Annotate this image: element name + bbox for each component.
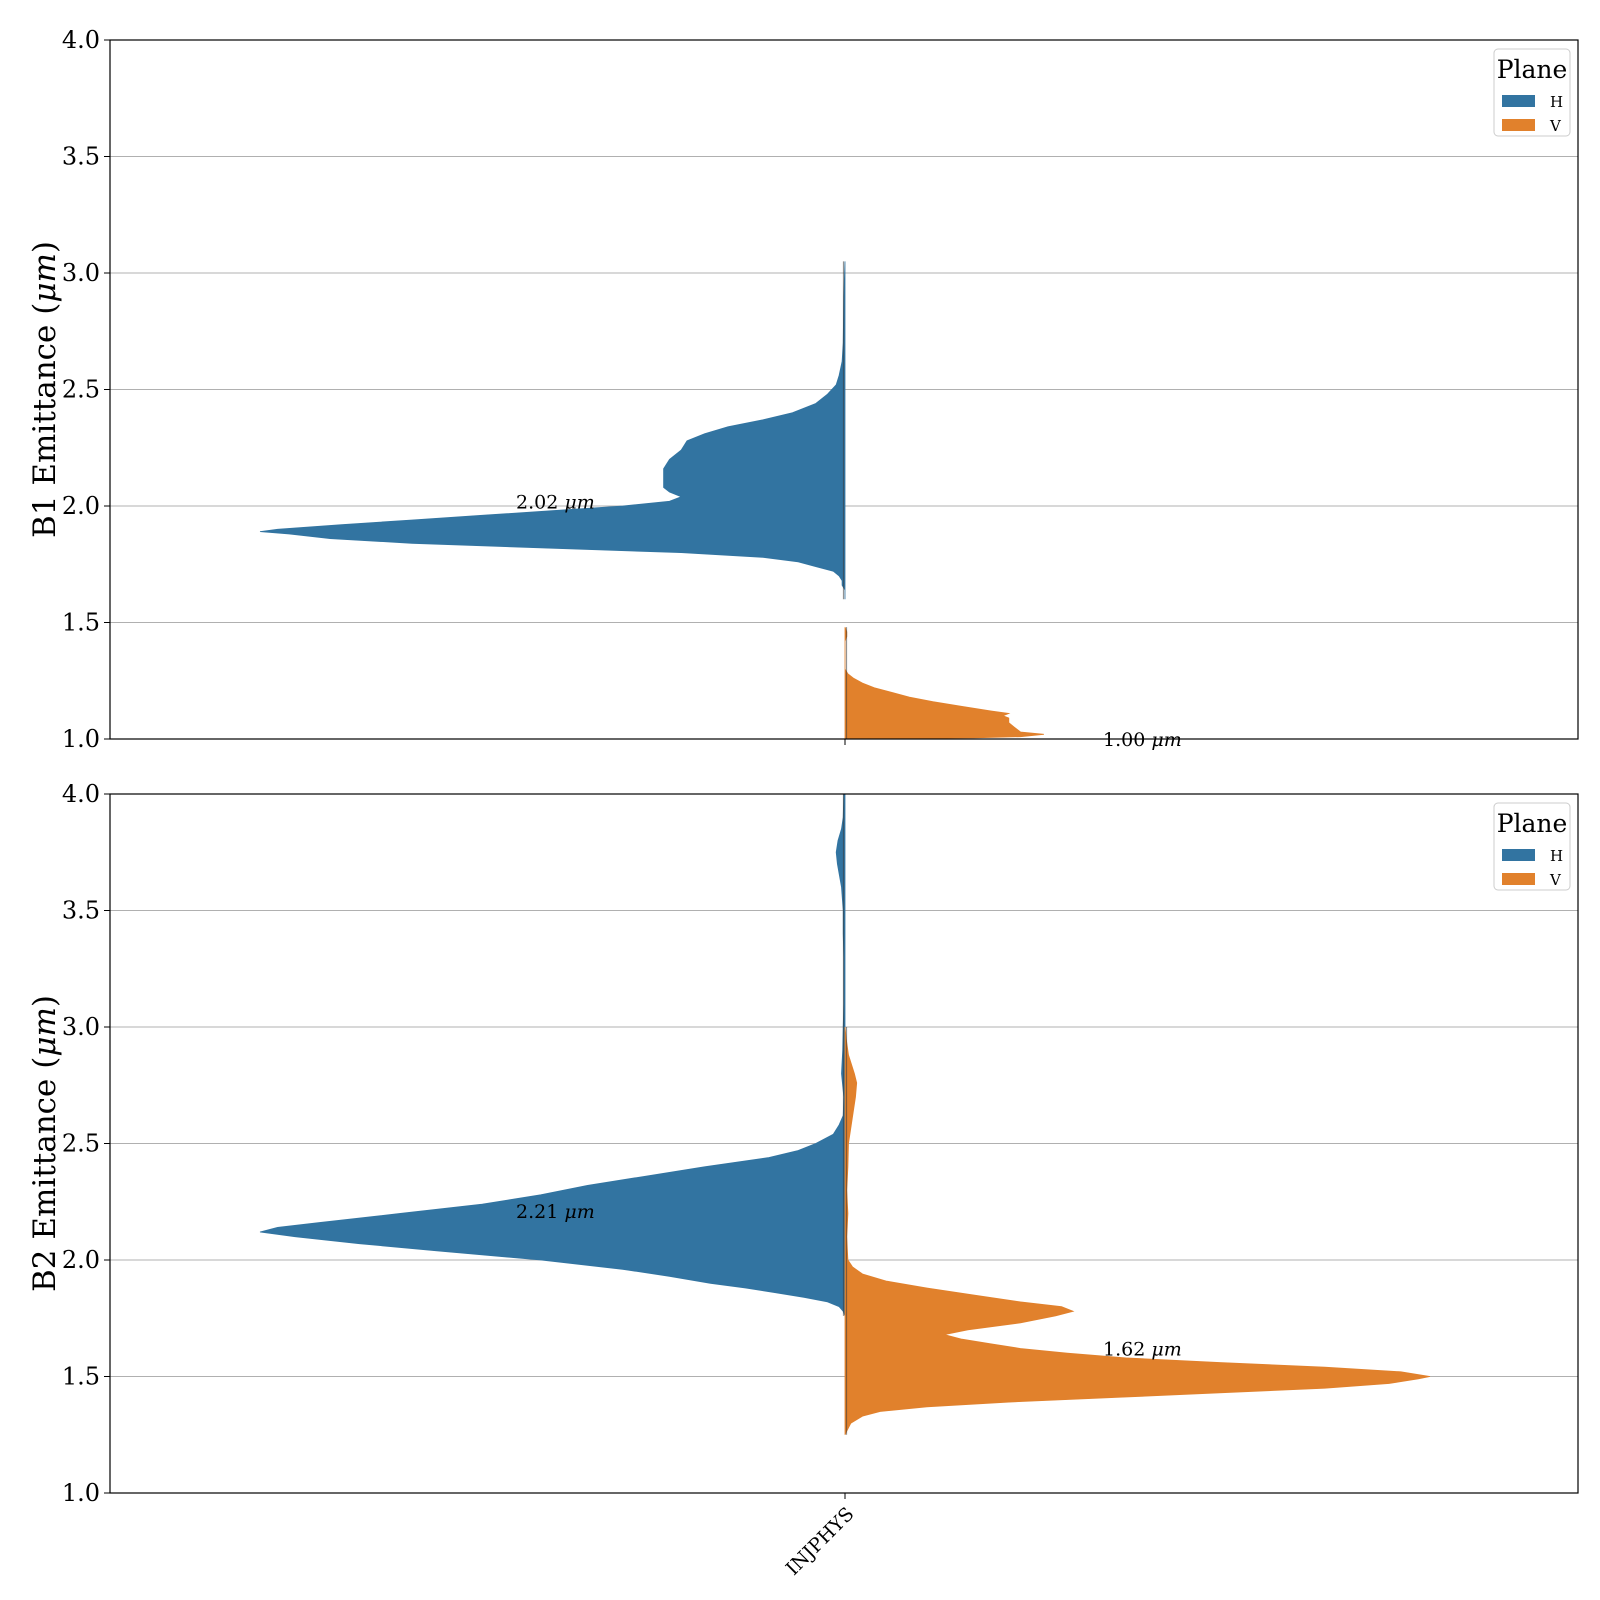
- legend-label-v: V: [1549, 117, 1562, 135]
- violin-h: [259, 261, 846, 600]
- violin-v: [844, 1026, 1431, 1435]
- legend-swatch-h: [1502, 849, 1535, 861]
- y-tick-label: 1.0: [62, 725, 100, 753]
- median-annotation-v: 1.00 μm: [1103, 729, 1182, 751]
- median-annotation-v: 1.62 μm: [1103, 1339, 1182, 1361]
- legend-swatch-v: [1502, 119, 1535, 131]
- axes-frame: [109, 793, 1579, 1494]
- y-tick-label: 3.0: [62, 259, 100, 287]
- y-tick-label: 4.0: [62, 780, 100, 808]
- y-tick-label: 2.5: [62, 1130, 100, 1158]
- y-tick-label: 3.5: [62, 143, 100, 171]
- legend-label-v: V: [1549, 871, 1562, 889]
- legend-title: Plane: [1497, 55, 1568, 84]
- y-tick-label: 1.5: [62, 1363, 100, 1391]
- y-axis-title: B1 Emittance (μm): [27, 241, 63, 538]
- y-axis-title: B2 Emittance (μm): [27, 995, 63, 1292]
- violin-h: [259, 793, 846, 1317]
- y-tick-label: 1.0: [62, 1479, 100, 1507]
- legend: Plane HV: [1493, 48, 1571, 137]
- legend-title: Plane: [1497, 809, 1568, 838]
- y-tick-label: 2.0: [62, 1246, 100, 1274]
- x-tick-label: INJPHYS: [782, 1503, 859, 1580]
- legend-box: [1493, 48, 1571, 137]
- legend-swatch-v: [1502, 873, 1535, 885]
- legend: Plane HV: [1493, 802, 1571, 891]
- axes-frame: [109, 39, 1579, 740]
- median-annotation-h: 2.21 μm: [516, 1201, 595, 1223]
- y-tick-label: 3.0: [62, 1013, 100, 1041]
- legend-label-h: H: [1550, 93, 1563, 111]
- panel-2: 1.0 1.5 2.0 2.5 3.0 3.5 4.0 2.21 μm 1.62 μm B2 Em…: [27, 780, 1579, 1580]
- violin-v: [844, 627, 1044, 740]
- median-annotation-h: 2.02 μm: [516, 491, 595, 513]
- legend-box: [1493, 802, 1571, 891]
- y-tick-label: 4.0: [62, 26, 100, 54]
- legend-label-h: H: [1550, 847, 1563, 865]
- y-tick-label: 3.5: [62, 897, 100, 925]
- y-tick-label: 2.5: [62, 376, 100, 404]
- y-tick-label: 1.5: [62, 609, 100, 637]
- legend-swatch-h: [1502, 95, 1535, 107]
- y-tick-label: 2.0: [62, 492, 100, 520]
- panel-1: 1.0 1.5 2.0 2.5 3.0 3.5 4.0 2.02 μm 1.00 μm B1 Em…: [27, 26, 1579, 753]
